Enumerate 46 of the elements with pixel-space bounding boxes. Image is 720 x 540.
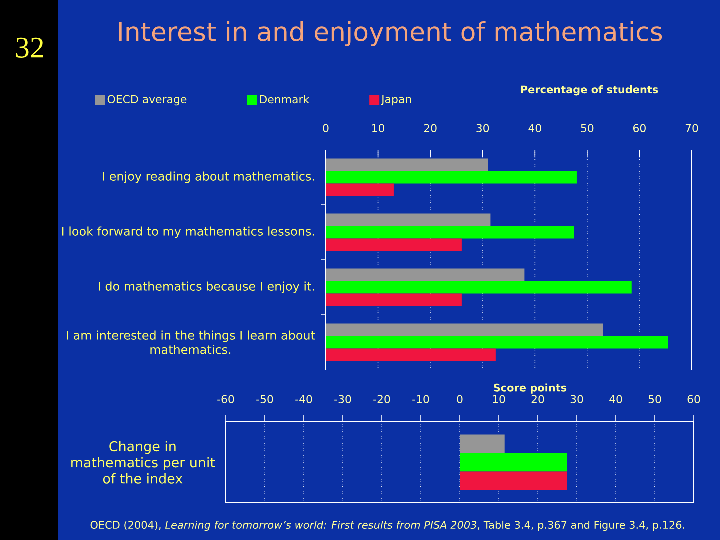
bar (326, 184, 394, 196)
bar (326, 238, 462, 252)
x-tick-label: 0 (457, 395, 463, 404)
bar (326, 294, 462, 306)
y-tick-label: I look forward to my mathematics lessons. (62, 226, 314, 238)
x-tick-label: 30 (476, 124, 490, 132)
x-tick-label: -10 (412, 395, 430, 404)
y-tick-label: I am interested in the things I learn about mathematics. (67, 330, 316, 354)
x-tick-label: 10 (372, 124, 385, 132)
text: 32 (16, 38, 44, 58)
bar (326, 336, 668, 349)
x-tick-label: 50 (581, 124, 594, 132)
bar (326, 348, 496, 362)
x-tick-label: 10 (493, 395, 506, 404)
x-tick-label: 20 (424, 124, 437, 132)
x-tick-label: 30 (570, 395, 584, 404)
x-tick-label: 70 (686, 124, 698, 132)
bar (326, 214, 491, 226)
bar (326, 268, 525, 282)
bar (326, 158, 488, 172)
x-tick-label: -60 (218, 395, 234, 404)
text: OECD (2004), Learning for tomorrow’s world: First results from PISA 2003, Table 3.4, p.367 and Figure 3.4, p.126. (90, 520, 684, 532)
x-axis-title: Percentage of students (521, 86, 658, 96)
legend-label: Japan (381, 95, 412, 106)
x-tick-label: -20 (374, 395, 390, 404)
x-tick-label: 40 (610, 395, 622, 404)
y-tick-label: I enjoy reading about mathematics. (103, 172, 314, 184)
y-tick-label: Change in mathematics per unit of the index (72, 441, 216, 484)
x-tick-label: -50 (256, 395, 274, 404)
x-tick-label: 60 (634, 124, 646, 132)
x-tick-label: 50 (648, 395, 662, 404)
x-tick-label: 0 (323, 124, 329, 132)
x-tick-label: -40 (296, 395, 312, 404)
x-tick-label: -30 (334, 395, 352, 404)
legend-label: OECD average (108, 95, 187, 106)
x-tick-label: 60 (688, 395, 700, 404)
bar (326, 226, 574, 239)
x-axis-title: Score points (494, 384, 567, 394)
legend-label: Denmark (260, 95, 310, 104)
chart-title: Interest in and enjoyment of mathematics (119, 21, 662, 47)
x-tick-label: 40 (528, 124, 542, 132)
bar (326, 324, 604, 336)
y-tick-label: I do mathematics because I enjoy it. (99, 282, 314, 294)
bar (326, 281, 632, 294)
x-tick-label: 20 (532, 395, 544, 404)
bar (326, 171, 577, 184)
